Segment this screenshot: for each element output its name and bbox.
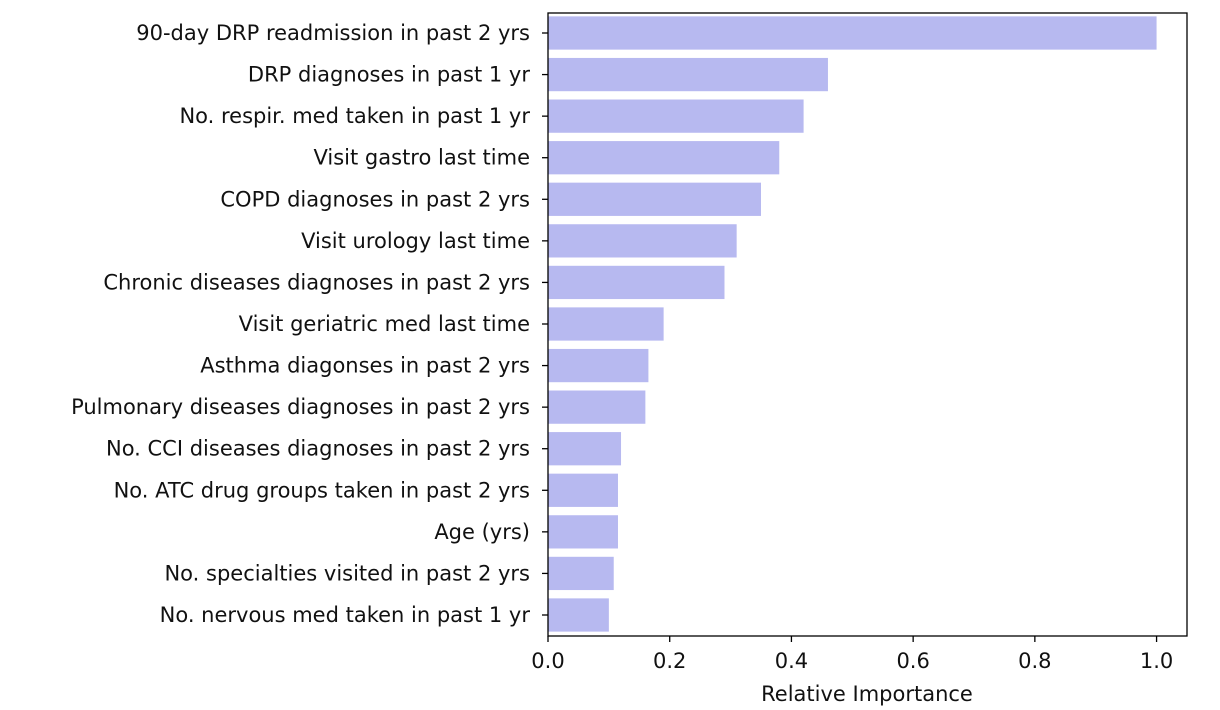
x-ticks-group: 0.0 0.2 0.4 0.6 0.8 1.0 — [531, 636, 1173, 673]
bar — [548, 473, 618, 507]
category-label: No. CCI diseases diagnoses in past 2 yrs — [106, 437, 530, 461]
bar — [548, 265, 725, 300]
y-ticks-group — [542, 32, 548, 616]
category-label: Visit gastro last time — [314, 146, 531, 170]
bar — [548, 16, 1157, 50]
bar — [548, 307, 664, 341]
bar — [548, 432, 622, 466]
bar — [548, 99, 804, 133]
category-label: No. nervous med taken in past 1 yr — [160, 603, 531, 627]
bar — [548, 141, 780, 175]
category-label: No. respir. med taken in past 1 yr — [179, 104, 530, 128]
bars-group — [548, 16, 1157, 632]
x-tick-label: 0.2 — [653, 649, 686, 673]
category-label: Chronic diseases diagnoses in past 2 yrs — [103, 270, 530, 294]
bar — [548, 182, 761, 216]
category-label: Visit geriatric med last time — [239, 312, 530, 336]
x-tick-label: 0.0 — [531, 649, 564, 673]
category-label: DRP diagnoses in past 1 yr — [248, 63, 530, 87]
x-tick-label: 0.4 — [775, 649, 808, 673]
category-label: No. specialties visited in past 2 yrs — [164, 561, 530, 585]
x-tick-label: 0.6 — [896, 649, 929, 673]
category-label: Asthma diagonses in past 2 yrs — [200, 354, 530, 378]
category-label: COPD diagnoses in past 2 yrs — [220, 187, 530, 211]
bar — [548, 57, 828, 92]
category-label: 90-day DRP readmission in past 2 yrs — [136, 21, 530, 45]
category-label: Age (yrs) — [434, 520, 530, 544]
x-axis-title: Relative Importance — [761, 682, 973, 706]
bar — [548, 515, 618, 549]
bar — [548, 556, 614, 591]
x-tick-label: 1.0 — [1140, 649, 1173, 673]
bar — [548, 348, 649, 383]
bar — [548, 390, 646, 424]
bar — [548, 598, 609, 632]
category-label: Pulmonary diseases diagnoses in past 2 y… — [71, 395, 530, 419]
bar — [548, 224, 737, 258]
category-labels-group: 90-day DRP readmission in past 2 yrs DRP … — [71, 21, 530, 627]
x-tick-label: 0.8 — [1018, 649, 1051, 673]
category-label: Visit urology last time — [301, 229, 530, 253]
category-label: No. ATC drug groups taken in past 2 yrs — [114, 478, 530, 502]
